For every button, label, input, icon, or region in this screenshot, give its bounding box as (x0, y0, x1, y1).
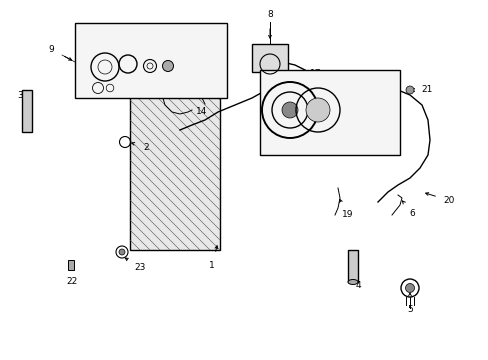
Text: 6: 6 (409, 209, 415, 218)
Bar (130, 80, 220, 250)
Text: 22: 22 (66, 278, 78, 287)
Bar (196, 87, 203, 92)
Text: 5: 5 (407, 305, 412, 314)
Text: 2: 2 (143, 143, 149, 152)
Text: 16: 16 (310, 121, 321, 130)
Text: 1: 1 (209, 261, 215, 270)
Circle shape (405, 86, 413, 94)
Text: 7: 7 (350, 105, 356, 114)
Text: 9: 9 (48, 45, 54, 54)
Text: 10: 10 (141, 37, 152, 46)
Text: 21: 21 (421, 85, 432, 94)
Text: 20: 20 (443, 196, 454, 205)
Text: 23: 23 (134, 263, 145, 272)
FancyBboxPatch shape (75, 23, 226, 98)
Text: 17: 17 (310, 69, 321, 78)
Text: 15: 15 (332, 88, 344, 97)
Circle shape (119, 249, 125, 255)
Circle shape (162, 60, 173, 72)
Text: 8: 8 (266, 9, 272, 18)
Bar (251, 44, 287, 72)
Text: 4: 4 (355, 281, 361, 290)
Text: 18: 18 (182, 63, 193, 72)
Circle shape (282, 102, 297, 118)
Ellipse shape (347, 279, 357, 284)
Bar (347, 250, 357, 282)
Text: 12: 12 (148, 34, 160, 43)
Bar (22, 90, 32, 132)
Circle shape (405, 284, 414, 292)
Text: 14: 14 (196, 107, 207, 116)
Text: 13: 13 (170, 34, 182, 43)
Circle shape (305, 98, 329, 122)
Text: 11: 11 (125, 52, 136, 61)
Text: 19: 19 (341, 210, 352, 219)
FancyBboxPatch shape (260, 70, 399, 155)
Bar (68, 260, 74, 270)
Text: 3: 3 (18, 91, 23, 100)
